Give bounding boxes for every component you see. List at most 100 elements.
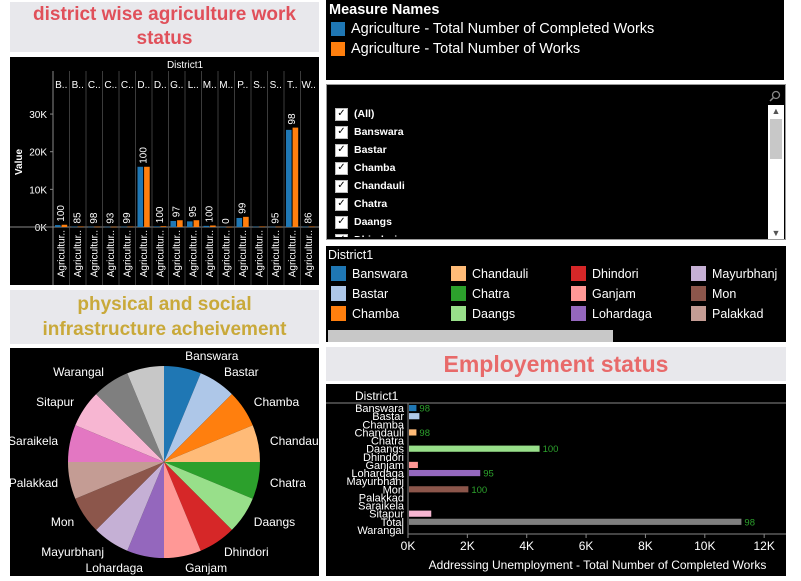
filter-item[interactable]: ✓ Bastar bbox=[329, 141, 769, 159]
category-label: S.. bbox=[270, 80, 282, 91]
pie-slice bbox=[164, 394, 253, 462]
bar bbox=[409, 469, 481, 477]
filter-item[interactable]: ✓ Daangs bbox=[329, 213, 769, 231]
district-legend-swatch bbox=[691, 286, 706, 301]
pie-label: Mayurbhanj bbox=[41, 545, 104, 559]
filter-item[interactable]: ✓ (All) bbox=[329, 105, 769, 123]
filter-checkbox[interactable]: ✓ bbox=[335, 125, 348, 139]
data-label: 99 bbox=[238, 202, 249, 214]
filter-item-label: Bastar bbox=[354, 144, 387, 156]
x-tick-label: Agricultur.. bbox=[221, 230, 232, 277]
district-legend-item[interactable]: Dhindori bbox=[571, 266, 639, 281]
filter-item[interactable]: ✓ Dhindori bbox=[329, 231, 769, 237]
filter-item[interactable]: ✓ Chatra bbox=[329, 195, 769, 213]
infra-title: physical and social infrastructure achei… bbox=[42, 294, 287, 340]
bar bbox=[127, 226, 134, 228]
pie-slice bbox=[164, 373, 232, 462]
category-label: Saraikela bbox=[358, 501, 405, 513]
filter-item[interactable]: ✓ Chamba bbox=[329, 159, 769, 177]
pie-slice bbox=[164, 462, 232, 551]
district-legend-label: Daangs bbox=[472, 306, 516, 321]
bar bbox=[170, 220, 177, 227]
district-legend-item[interactable]: Chandauli bbox=[451, 266, 528, 281]
district-legend-scrollbar[interactable] bbox=[328, 330, 613, 342]
filter-checkbox[interactable]: ✓ bbox=[335, 179, 348, 193]
filter-item-label: Chandauli bbox=[354, 180, 405, 192]
category-label: Daangs bbox=[366, 444, 404, 456]
x-tick-label: Agricultur.. bbox=[254, 230, 265, 277]
filter-search-icon[interactable] bbox=[769, 89, 781, 102]
bar bbox=[210, 225, 216, 227]
data-label: 98 bbox=[419, 428, 430, 439]
filter-checkbox[interactable]: ✓ bbox=[335, 143, 348, 157]
x-tick-label: 12K bbox=[753, 539, 774, 553]
bar bbox=[78, 226, 84, 228]
filter-checkbox[interactable]: ✓ bbox=[335, 107, 348, 121]
district-legend-label: Chamba bbox=[352, 306, 400, 321]
district-legend-item[interactable]: Lohardaga bbox=[571, 306, 652, 321]
category-label: M.. bbox=[203, 80, 217, 91]
emp-title: Employement status bbox=[443, 350, 669, 377]
filter-item[interactable]: ✓ Banswara bbox=[329, 123, 769, 141]
filter-checkbox[interactable]: ✓ bbox=[335, 197, 348, 211]
category-label: Chamba bbox=[362, 419, 404, 431]
pie-label: Chamba bbox=[254, 395, 300, 409]
district-legend: District1 Banswara Bastar Chamba Chandauli C… bbox=[326, 246, 786, 342]
category-label: L.. bbox=[188, 80, 199, 91]
scroll-down-icon[interactable]: ▼ bbox=[771, 228, 781, 238]
scroll-thumb[interactable] bbox=[770, 119, 782, 159]
pie-slice bbox=[164, 462, 201, 558]
district-legend-swatch bbox=[571, 306, 586, 321]
district-legend-item[interactable]: Ganjam bbox=[571, 286, 636, 301]
district-legend-item[interactable]: Mayurbhanj bbox=[691, 266, 777, 281]
measure-legend-swatch bbox=[331, 42, 345, 56]
scroll-up-icon[interactable]: ▲ bbox=[771, 106, 781, 116]
x-tick-label: 4K bbox=[519, 539, 534, 553]
district-legend-label: Banswara bbox=[352, 266, 408, 281]
measure-legend-item[interactable]: Agriculture - Total Number of Completed … bbox=[326, 19, 784, 39]
filter-item[interactable]: ✓ Chandauli bbox=[329, 177, 769, 195]
category-label: G.. bbox=[170, 80, 183, 91]
filter-item-label: Banswara bbox=[354, 126, 404, 138]
x-tick-label: Agricultur.. bbox=[205, 230, 216, 277]
data-label: 100 bbox=[471, 485, 487, 496]
pie-label: Banswara bbox=[185, 349, 239, 363]
district-legend-item[interactable]: Chatra bbox=[451, 286, 510, 301]
district-legend-item[interactable]: Chamba bbox=[331, 306, 399, 321]
district-legend-swatch bbox=[331, 286, 346, 301]
district-legend-swatch bbox=[571, 266, 586, 281]
category-label: Dhindori bbox=[363, 452, 404, 464]
district-legend-label: Ganjam bbox=[592, 286, 636, 301]
district-legend-item[interactable]: Mon bbox=[691, 286, 736, 301]
filter-checkbox[interactable]: ✓ bbox=[335, 161, 348, 175]
x-tick-label: 10K bbox=[694, 539, 715, 553]
category-label: Lohardaga bbox=[351, 468, 404, 480]
district-legend-item[interactable]: Bastar bbox=[331, 286, 388, 301]
bar bbox=[120, 226, 127, 228]
data-label: 95 bbox=[188, 206, 199, 218]
bar bbox=[409, 510, 432, 517]
x-tick-label: Agricultur.. bbox=[188, 230, 199, 277]
category-label: D.. bbox=[137, 80, 150, 91]
data-label: 100 bbox=[543, 444, 559, 455]
measure-legend-item[interactable]: Agriculture - Total Number of Works bbox=[326, 39, 784, 59]
district-legend-item[interactable]: Daangs bbox=[451, 306, 515, 321]
category-label: C.. bbox=[104, 80, 117, 91]
district-legend-title: District1 bbox=[328, 248, 374, 262]
district-legend-item[interactable]: Banswara bbox=[331, 266, 408, 281]
x-tick-label: Agricultur.. bbox=[155, 230, 166, 277]
x-tick-label: Agricultur.. bbox=[304, 230, 315, 277]
filter-checkbox[interactable]: ✓ bbox=[335, 233, 348, 237]
filter-scrollbar[interactable]: ▲ ▼ bbox=[768, 105, 784, 239]
district-legend-swatch bbox=[571, 286, 586, 301]
filter-checkbox[interactable]: ✓ bbox=[335, 215, 348, 229]
district-legend-item[interactable]: Palakkad bbox=[691, 306, 763, 321]
measure-legend-title: Measure Names bbox=[329, 2, 440, 18]
emp-bar-chart-panel: District1 Banswara 98 Bastar Chamba Chandauli… bbox=[326, 384, 786, 576]
bar bbox=[243, 216, 249, 227]
district-legend-swatch bbox=[451, 266, 466, 281]
bar bbox=[409, 413, 420, 420]
data-label: 98 bbox=[287, 113, 298, 125]
filter-item-label: (All) bbox=[354, 108, 375, 120]
bar bbox=[276, 226, 282, 228]
